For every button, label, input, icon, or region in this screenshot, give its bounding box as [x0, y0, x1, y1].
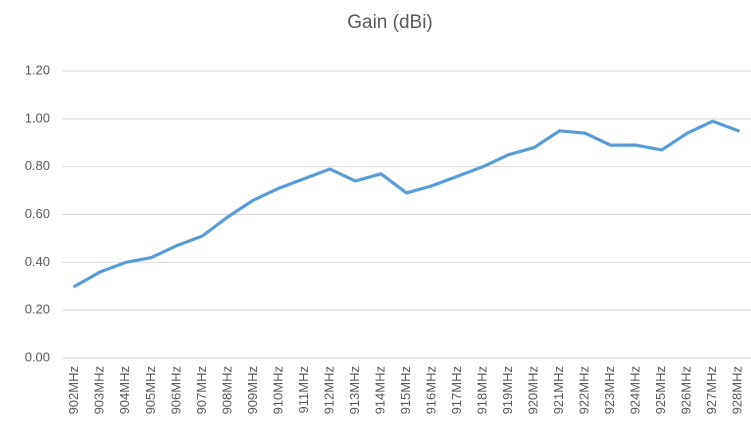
- x-tick-label: 911MHz: [296, 366, 311, 413]
- x-tick-label: 927MHz: [704, 366, 719, 414]
- x-tick-label: 922MHz: [577, 366, 592, 414]
- x-tick-label: 907MHz: [194, 366, 209, 414]
- y-tick-label: 0.60: [25, 206, 50, 221]
- x-tick-label: 920MHz: [526, 366, 541, 414]
- y-tick-label: 0.40: [25, 254, 50, 269]
- x-tick-label: 914MHz: [372, 366, 387, 414]
- y-tick-label: 1.00: [25, 110, 50, 125]
- y-tick-label: 0.20: [25, 302, 50, 317]
- data-line: [73, 119, 740, 288]
- x-tick-label: 909MHz: [245, 366, 260, 414]
- x-tick-label: 902MHz: [66, 366, 81, 414]
- x-tick-label: 913MHz: [347, 366, 362, 414]
- x-tick-label: 917MHz: [449, 366, 464, 414]
- x-tick-label: 921MHz: [551, 366, 566, 414]
- x-tick-label: 919MHz: [500, 366, 515, 414]
- y-tick-label: 0.80: [25, 158, 50, 173]
- x-tick-label: 906MHz: [168, 366, 183, 414]
- x-tick-label: 923MHz: [602, 366, 617, 414]
- y-tick-label: 0.00: [25, 349, 50, 364]
- chart-title: Gain (dBi): [347, 12, 433, 33]
- x-tick-label: 905MHz: [143, 366, 158, 414]
- x-tick-label: 908MHz: [219, 366, 234, 414]
- x-tick-label: 924MHz: [628, 366, 643, 414]
- x-tick-label: 903MHz: [92, 366, 107, 414]
- x-tick-label: 915MHz: [398, 366, 413, 414]
- x-tick-label: 926MHz: [679, 366, 694, 414]
- x-tick-label: 904MHz: [117, 366, 132, 414]
- y-tick-label: 1.20: [25, 62, 50, 77]
- x-tick-label: 916MHz: [423, 366, 438, 414]
- x-tick-label: 910MHz: [270, 366, 285, 414]
- x-tick-label: 918MHz: [474, 366, 489, 414]
- x-tick-label: 925MHz: [653, 366, 668, 414]
- x-tick-label: 928MHz: [730, 366, 745, 414]
- x-tick-label: 912MHz: [321, 366, 336, 414]
